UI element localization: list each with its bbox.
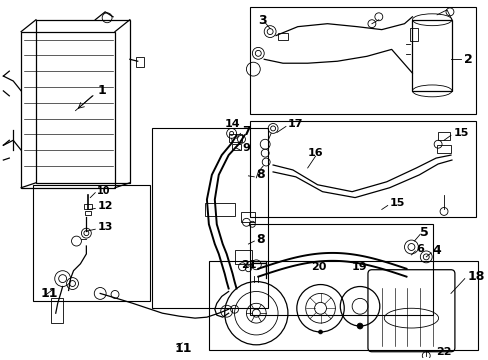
Text: 7: 7 [242,125,251,138]
Bar [85,211,91,215]
Bar [436,145,450,153]
Text: 1: 1 [97,84,106,98]
Bar [278,33,287,40]
Text: 10: 10 [97,186,110,196]
Text: 20: 20 [310,262,325,272]
Text: 11: 11 [41,287,58,300]
Text: 14: 14 [224,120,240,130]
Bar [234,250,252,264]
Text: 13: 13 [97,222,112,232]
Bar [204,203,234,216]
Circle shape [356,323,362,329]
Text: 22: 22 [435,347,451,357]
Text: 8: 8 [256,233,264,246]
Bar [51,298,62,323]
Text: 19: 19 [350,262,366,272]
Circle shape [318,330,322,334]
Text: 6: 6 [415,244,424,254]
Text: 15: 15 [453,129,468,138]
Text: 17: 17 [287,120,303,130]
Text: 2: 2 [463,53,471,66]
Text: 5: 5 [420,226,428,239]
Bar [241,212,255,222]
Bar [409,28,418,41]
Text: 12: 12 [97,202,113,211]
Bar [437,132,449,140]
Text: 4: 4 [431,244,440,257]
Text: 15: 15 [389,198,404,207]
Text: 16: 16 [307,148,323,158]
Bar [231,144,241,150]
Bar [136,57,143,67]
Text: 21: 21 [240,260,256,270]
Text: 8: 8 [256,168,264,181]
Text: 9: 9 [242,143,250,153]
Bar [228,134,242,142]
Bar [84,203,92,210]
Text: 3: 3 [258,14,266,27]
Text: 18: 18 [467,270,484,283]
Text: 11: 11 [174,342,191,355]
